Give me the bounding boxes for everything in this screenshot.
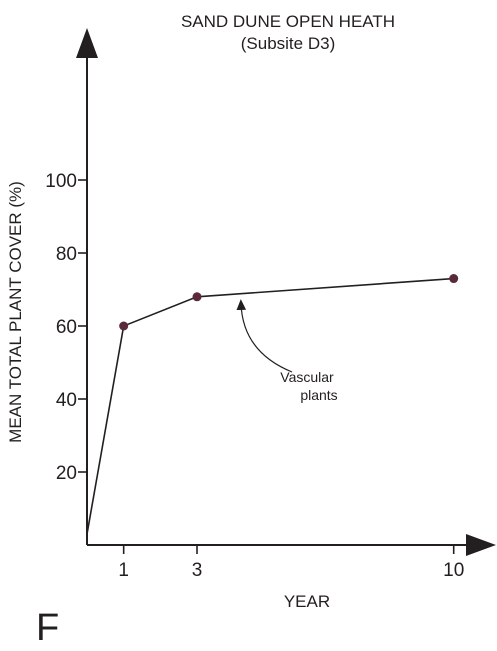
x-axis-label: YEAR xyxy=(284,592,330,611)
y-tick-label: 20 xyxy=(56,463,77,484)
y-tick-label: 100 xyxy=(45,171,77,192)
y-axis-arrowhead xyxy=(76,28,98,58)
x-tick-label: 1 xyxy=(118,560,129,581)
y-tick-label: 60 xyxy=(56,317,77,338)
x-axis-arrowhead xyxy=(466,534,496,556)
x-ticks: 1 3 10 xyxy=(118,545,464,581)
y-ticks: 20 40 60 80 100 xyxy=(45,171,87,484)
data-point xyxy=(449,274,459,284)
series-line xyxy=(86,277,454,535)
annotation-arrow xyxy=(236,299,293,373)
axes xyxy=(76,28,496,556)
data-point xyxy=(192,292,202,302)
series-group xyxy=(86,274,459,535)
x-tick-label: 10 xyxy=(443,560,464,581)
y-tick-label: 80 xyxy=(56,244,77,265)
data-point xyxy=(119,321,129,331)
annotation-line-2: plants xyxy=(300,387,337,403)
chart-subtitle: (Subsite D3) xyxy=(241,34,335,53)
chart-title: SAND DUNE OPEN HEATH xyxy=(181,12,395,31)
panel-letter: F xyxy=(36,607,59,649)
annotation-line-1: Vascular xyxy=(280,369,334,385)
y-tick-label: 40 xyxy=(56,390,77,411)
x-tick-label: 3 xyxy=(192,560,203,581)
annotation: Vascular plants xyxy=(236,299,338,403)
y-axis-label: MEAN TOTAL PLANT COVER (%) xyxy=(6,181,25,443)
